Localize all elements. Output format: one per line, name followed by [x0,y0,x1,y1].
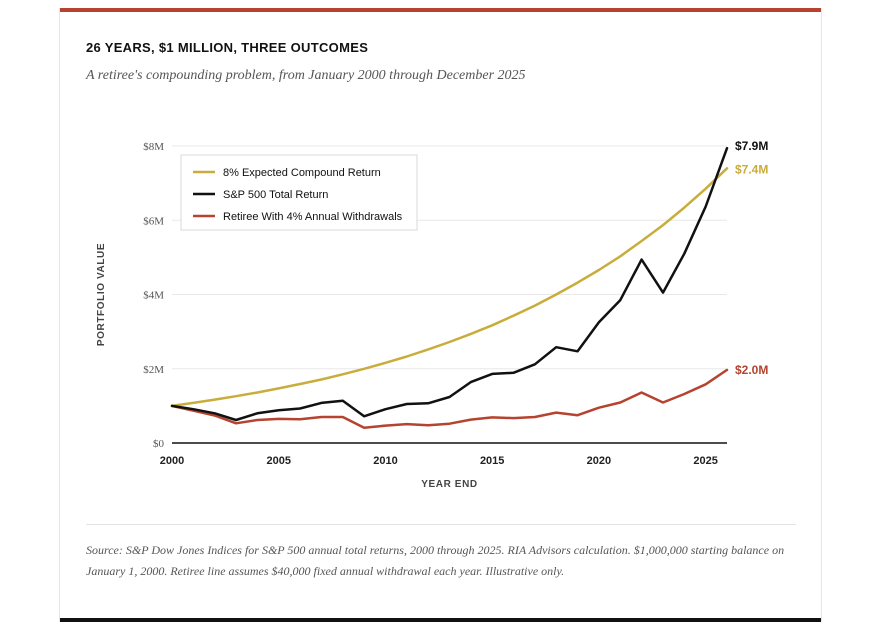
legend-label: 8% Expected Compound Return [223,167,381,179]
series-line-0 [170,167,729,408]
y-tick-label: $8M [143,141,164,153]
y-tick-label: $6M [143,215,164,227]
legend-label: S&P 500 Total Return [223,189,328,201]
series-end-label: $2.0M [735,363,768,377]
bottom-rule [60,618,821,622]
x-axis-title: YEAR END [421,479,477,490]
x-tick-label: 2005 [266,455,290,467]
chart-title: 26 YEARS, $1 MILLION, THREE OUTCOMES [86,40,369,55]
series-line-2 [170,368,729,430]
legend-label: Retiree With 4% Annual Withdrawals [223,211,403,223]
y-tick-label: $4M [143,290,164,302]
y-tick-label: $0 [153,438,165,450]
x-tick-label: 2020 [587,455,611,467]
x-tick-label: 2025 [693,455,717,467]
y-axis-title: PORTFOLIO VALUE [96,243,107,346]
series-line-1 [170,146,729,422]
x-tick-label: 2010 [373,455,397,467]
series-end-label: $7.9M [735,139,768,153]
series-end-label: $7.4M [735,162,768,176]
top-accent-rule [60,8,821,12]
y-tick-label: $2M [143,364,164,376]
x-tick-label: 2000 [160,455,184,467]
footer-divider [86,524,796,525]
legend-box [180,154,418,231]
source-note: Source: S&P Dow Jones Indices for S&P 50… [86,543,785,578]
chart-card: 26 YEARS, $1 MILLION, THREE OUTCOMES A r… [59,8,822,622]
line-chart: $0 $2M $4M $6M $8M 2000 2005 2010 2015 2020 2025 YE… [96,139,768,490]
x-tick-label: 2015 [480,455,504,467]
chart-subtitle: A retiree's compounding problem, from Ja… [86,68,526,83]
